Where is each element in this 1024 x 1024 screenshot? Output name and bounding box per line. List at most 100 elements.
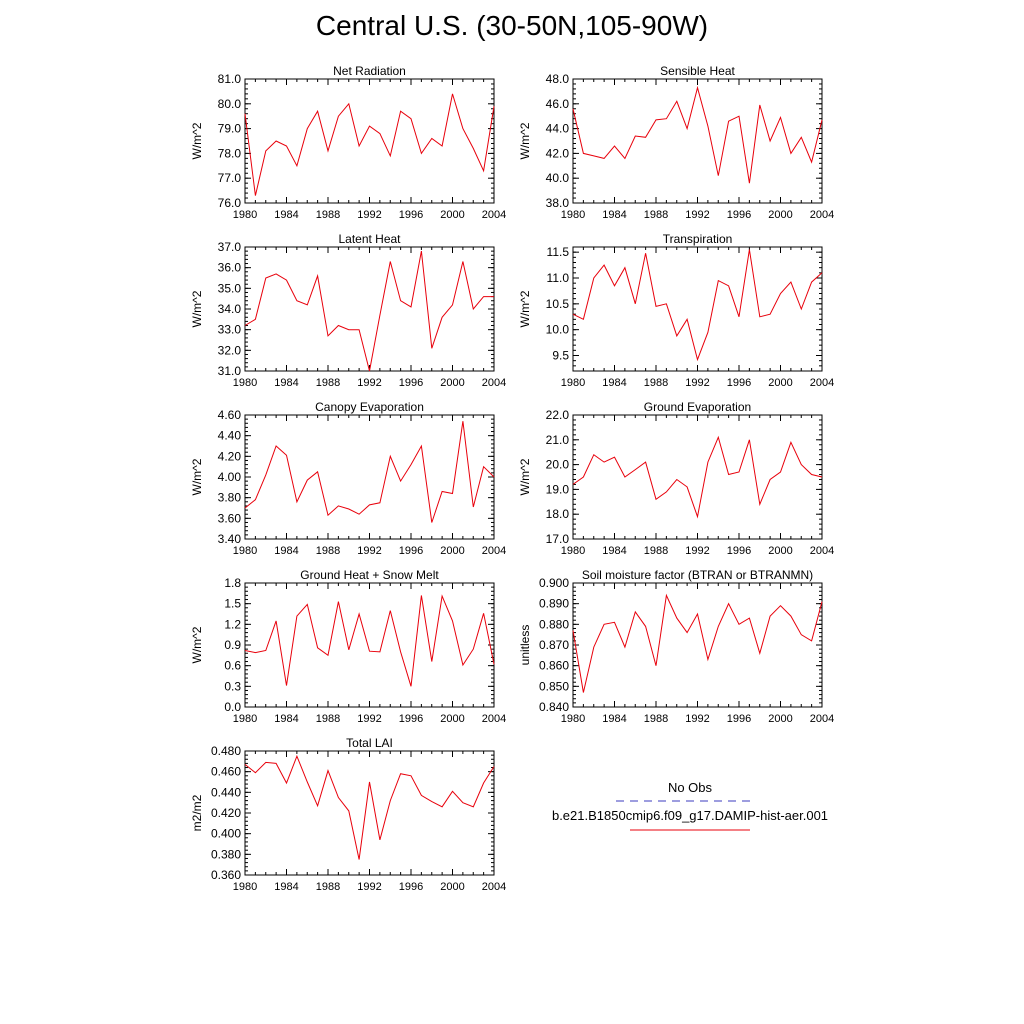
- x-tick-label: 2004: [482, 377, 506, 389]
- x-tick-label: 1992: [685, 713, 709, 725]
- x-tick-label: 1992: [685, 545, 709, 557]
- y-tick-label: 4.60: [218, 408, 242, 422]
- y-tick-label: 19.0: [546, 482, 570, 496]
- y-tick-label: 0.870: [539, 638, 569, 652]
- chart-ground-evaporation: Ground Evaporation W/m^2 1980 1984 1988 1992 1…: [518, 400, 834, 557]
- chart-sensible-heat: Sensible Heat W/m^2 1980 1984 1988 1992 1996 20…: [518, 64, 834, 221]
- y-tick-label: 0.380: [211, 847, 241, 861]
- x-tick-label: 1980: [233, 545, 257, 557]
- x-tick-label: 1996: [399, 881, 423, 893]
- plot-frame: [572, 414, 823, 540]
- x-tick-label: 1996: [727, 713, 751, 725]
- x-tick-label: 1980: [561, 713, 585, 725]
- x-tick-label: 1996: [399, 377, 423, 389]
- y-tick-label: 40.0: [546, 171, 570, 185]
- y-tick-label: 0.840: [539, 700, 569, 714]
- chart-ground-heat-snow-melt: Ground Heat + Snow Melt W/m^2 1980 1984 1988…: [190, 568, 506, 725]
- x-tick-label: 2004: [810, 209, 834, 221]
- chart-title: Net Radiation: [333, 64, 406, 78]
- y-tick-label: 9.5: [552, 349, 569, 363]
- y-tick-label: 17.0: [546, 532, 570, 546]
- y-tick-label: 80.0: [218, 97, 242, 111]
- y-axis-label: W/m^2: [190, 458, 204, 495]
- y-tick-label: 21.0: [546, 433, 570, 447]
- y-tick-label: 0.440: [211, 785, 241, 799]
- x-tick-label: 1984: [274, 377, 298, 389]
- y-tick-label: 0.6: [224, 659, 241, 673]
- y-tick-label: 0.460: [211, 765, 241, 779]
- x-tick-label: 1988: [316, 545, 340, 557]
- y-tick-label: 18.0: [546, 507, 570, 521]
- y-tick-label: 33.0: [218, 323, 242, 337]
- y-tick-label: 1.5: [224, 597, 241, 611]
- y-tick-label: 76.0: [218, 196, 242, 210]
- x-tick-label: 1996: [399, 713, 423, 725]
- plot-frame: [244, 246, 495, 372]
- legend-model-label: b.e21.B1850cmip6.f09_g17.DAMIP-hist-aer.…: [552, 808, 828, 823]
- x-tick-label: 1984: [602, 545, 626, 557]
- y-tick-label: 0.890: [539, 597, 569, 611]
- x-tick-label: 1980: [561, 545, 585, 557]
- x-tick-label: 1988: [644, 377, 668, 389]
- y-tick-label: 4.00: [218, 470, 242, 484]
- chart-title: Soil moisture factor (BTRAN or BTRANMN): [582, 568, 813, 582]
- series-line: [244, 93, 495, 196]
- figure-title: Central U.S. (30-50N,105-90W): [315, 10, 709, 41]
- x-tick-label: 1980: [233, 713, 257, 725]
- x-tick-label: 2000: [440, 881, 464, 893]
- plot-frame: [244, 750, 495, 876]
- y-tick-label: 10.0: [546, 323, 570, 337]
- x-tick-label: 1980: [561, 377, 585, 389]
- x-tick-label: 2004: [482, 545, 506, 557]
- y-tick-label: 48.0: [546, 72, 570, 86]
- y-axis-label: W/m^2: [518, 122, 532, 159]
- x-tick-label: 1980: [233, 209, 257, 221]
- y-tick-label: 38.0: [546, 196, 570, 210]
- series-line: [572, 249, 823, 362]
- x-tick-label: 2004: [810, 377, 834, 389]
- y-tick-label: 11.5: [547, 245, 570, 259]
- chart-title: Transpiration: [663, 232, 733, 246]
- plot-frame: [572, 78, 823, 204]
- y-tick-label: 10.5: [546, 297, 570, 311]
- y-tick-label: 20.0: [546, 458, 570, 472]
- y-tick-label: 4.40: [218, 429, 242, 443]
- y-tick-label: 4.20: [218, 449, 242, 463]
- y-tick-label: 3.80: [218, 491, 242, 505]
- y-tick-label: 0.0: [224, 700, 241, 714]
- x-tick-label: 2000: [768, 209, 792, 221]
- y-tick-label: 42.0: [546, 146, 570, 160]
- chart-title: Total LAI: [346, 736, 393, 750]
- y-tick-label: 81.0: [218, 72, 242, 86]
- y-axis-label: W/m^2: [518, 458, 532, 495]
- y-tick-label: 77.0: [218, 171, 242, 185]
- chart-title: Latent Heat: [338, 232, 401, 246]
- y-tick-label: 35.0: [218, 281, 242, 295]
- chart-latent-heat: Latent Heat W/m^2 1980 1984 1988 1992 1996 2000…: [190, 232, 506, 389]
- y-tick-label: 0.860: [539, 659, 569, 673]
- y-tick-label: 3.40: [218, 532, 242, 546]
- x-tick-label: 2000: [440, 209, 464, 221]
- x-tick-label: 1988: [644, 209, 668, 221]
- chart-title: Ground Evaporation: [644, 400, 751, 414]
- x-tick-label: 1988: [316, 377, 340, 389]
- x-tick-label: 1992: [685, 377, 709, 389]
- x-tick-label: 1980: [233, 881, 257, 893]
- y-axis-label: W/m^2: [190, 122, 204, 159]
- x-tick-label: 1992: [357, 713, 381, 725]
- x-tick-label: 1980: [561, 209, 585, 221]
- y-tick-label: 0.480: [211, 744, 241, 758]
- y-tick-label: 79.0: [218, 122, 242, 136]
- legend-obs-label: No Obs: [668, 780, 713, 795]
- x-tick-label: 2000: [768, 545, 792, 557]
- x-tick-label: 2004: [482, 881, 506, 893]
- x-tick-label: 1996: [727, 377, 751, 389]
- plot-frame: [244, 582, 495, 708]
- series-line: [572, 85, 823, 184]
- chart-net-radiation: Net Radiation W/m^2 1980 1984 1988 1992 1996 20…: [190, 64, 506, 221]
- y-axis-label: unitless: [518, 625, 532, 666]
- y-tick-label: 0.400: [211, 827, 241, 841]
- chart-title: Ground Heat + Snow Melt: [300, 568, 439, 582]
- x-tick-label: 1988: [644, 713, 668, 725]
- y-tick-label: 78.0: [218, 146, 242, 160]
